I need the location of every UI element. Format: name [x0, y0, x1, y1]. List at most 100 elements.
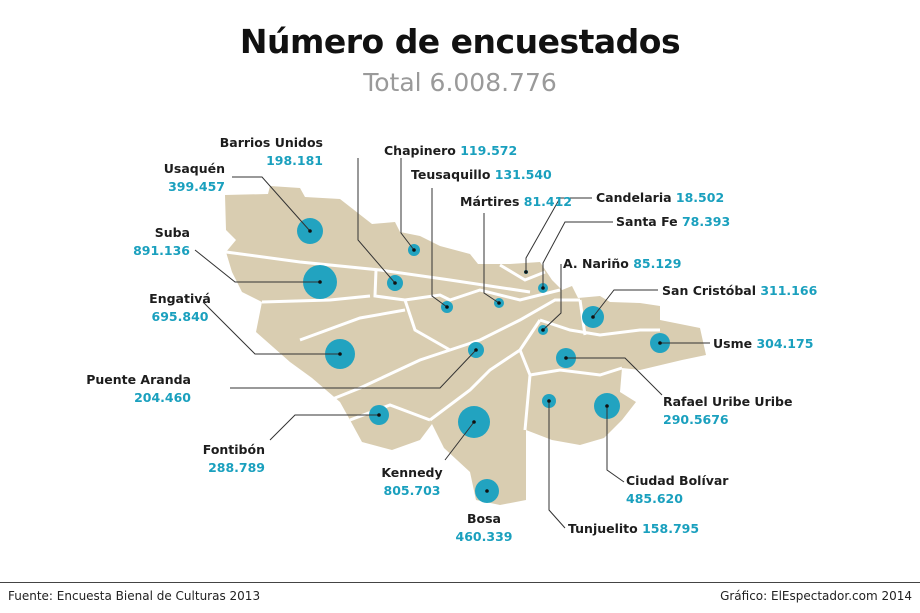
district-value: 119.572 — [460, 143, 518, 158]
district-value: 78.393 — [681, 214, 731, 229]
district-value: 891.136 — [133, 243, 190, 258]
bubbles — [194, 158, 710, 529]
district-name: Puente Aranda — [86, 372, 191, 387]
district-value: 81.412 — [523, 194, 572, 209]
district-name: Tunjuelito — [568, 521, 638, 536]
label-suba: Suba 891.136 — [133, 224, 190, 260]
label-chapinero: Chapinero 119.572 — [384, 142, 517, 160]
district-name: Kennedy — [381, 465, 443, 480]
label-teusaquillo: Teusaquillo 131.540 — [411, 166, 552, 184]
label-martires: Mártires 81.412 — [460, 193, 572, 211]
center-dot-santa-fe — [541, 286, 545, 290]
center-dot-rafael-uribe-uribe — [564, 356, 568, 360]
center-dot-chapinero — [412, 248, 416, 252]
footer-rule — [0, 582, 920, 583]
leader-line-suba — [194, 249, 320, 283]
center-dot-usaquen — [308, 229, 312, 233]
center-dot-san-cristobal — [591, 315, 595, 319]
district-name: Suba — [154, 225, 190, 240]
leader-line-puente-aranda — [230, 349, 477, 389]
center-dot-barrios-unidos — [393, 281, 397, 285]
center-dot-kennedy — [472, 420, 476, 424]
district-name: Bosa — [467, 511, 501, 526]
district-value: 304.175 — [756, 336, 814, 351]
center-dot-suba — [318, 280, 322, 284]
district-value: 131.540 — [494, 167, 552, 182]
label-rafael-uribe-uribe: Rafael Uribe Uribe 290.5676 — [663, 393, 792, 429]
leader-line-rafael-uribe-uribe — [566, 357, 663, 396]
center-dot-puente-aranda — [474, 348, 478, 352]
district-value: 204.460 — [134, 390, 191, 405]
label-engativa: Engativá 695.840 — [125, 290, 235, 326]
district-name: Barrios Unidos — [219, 135, 323, 150]
title: Número de encuestados — [239, 22, 681, 61]
leader-line-a-narino — [542, 264, 562, 331]
district-name: Mártires — [460, 194, 520, 209]
label-usme: Usme 304.175 — [713, 335, 813, 353]
label-fontibon: Fontibón 288.789 — [203, 441, 265, 477]
district-name: Santa Fe — [616, 214, 678, 229]
district-value: 805.703 — [383, 483, 441, 498]
label-puente-aranda: Puente Aranda 204.460 — [86, 371, 191, 407]
district-value: 399.457 — [168, 179, 225, 194]
label-a-narino: A. Nariño 85.129 — [563, 255, 681, 273]
center-dot-usme — [658, 341, 662, 345]
leader-line-barrios-unidos — [357, 158, 396, 284]
district-name: Rafael Uribe Uribe — [663, 394, 793, 409]
district-value: 695.840 — [151, 309, 209, 324]
district-value: 311.166 — [760, 283, 818, 298]
district-value: 18.502 — [675, 190, 725, 205]
source-note: Fuente: Encuesta Bienal de Culturas 2013 — [8, 589, 261, 603]
leader-line-teusaquillo — [431, 188, 448, 308]
district-name: San Cristóbal — [662, 283, 756, 298]
district-name: Chapinero — [384, 143, 456, 158]
district-name: Ciudad Bolívar — [626, 473, 729, 488]
district-value: 198.181 — [266, 153, 323, 168]
leader-line-santa-fe — [542, 221, 613, 288]
center-dot-engativa — [338, 352, 342, 356]
label-san-cristobal: San Cristóbal 311.166 — [662, 282, 817, 300]
leader-line-chapinero — [400, 158, 415, 251]
district-name: A. Nariño — [563, 256, 629, 271]
center-dot-a-narino — [541, 328, 545, 332]
label-kennedy: Kennedy 805.703 — [357, 464, 467, 500]
district-name: Usaquén — [163, 161, 225, 176]
leader-line-fontibon — [269, 414, 379, 441]
center-dot-martires — [497, 301, 501, 305]
district-value: 485.620 — [626, 491, 683, 506]
center-dot-ciudad-bolivar — [605, 404, 609, 408]
credit-note: Gráfico: ElEspectador.com 2014 — [720, 589, 912, 603]
district-value: 158.795 — [642, 521, 700, 536]
subtitle: Total 6.008.776 — [363, 68, 557, 97]
district-name: Usme — [713, 336, 753, 351]
leader-line-martires — [483, 213, 500, 304]
leader-line-engativa — [202, 301, 340, 355]
label-bosa: Bosa 460.339 — [429, 510, 539, 546]
label-ciudad-bolivar: Ciudad Bolívar 485.620 — [626, 472, 728, 508]
leader-line-kennedy — [444, 421, 475, 461]
leader-line-tunjuelito — [548, 401, 566, 529]
district-value: 460.339 — [455, 529, 513, 544]
district-value: 288.789 — [208, 460, 265, 475]
leader-line-usaquen — [232, 176, 311, 232]
district-value: 85.129 — [633, 256, 682, 271]
label-santa-fe: Santa Fe 78.393 — [616, 213, 730, 231]
center-dot-bosa — [485, 489, 489, 493]
center-dot-fontibon — [377, 413, 381, 417]
leader-line-ciudad-bolivar — [606, 406, 625, 483]
center-dot-candelaria — [524, 270, 528, 274]
label-tunjuelito: Tunjuelito 158.795 — [568, 520, 699, 538]
leader-line-san-cristobal — [592, 289, 658, 318]
district-name: Fontibón — [202, 442, 265, 457]
center-dot-tunjuelito — [547, 399, 551, 403]
label-candelaria: Candelaria 18.502 — [596, 189, 724, 207]
label-usaquen: Usaquén 399.457 — [164, 160, 225, 196]
label-barrios-unidos: Barrios Unidos 198.181 — [220, 134, 323, 170]
leader-line-candelaria — [525, 197, 592, 272]
district-name: Teusaquillo — [411, 167, 491, 182]
district-name: Candelaria — [596, 190, 672, 205]
district-name: Engativá — [149, 291, 211, 306]
center-dot-teusaquillo — [445, 305, 449, 309]
